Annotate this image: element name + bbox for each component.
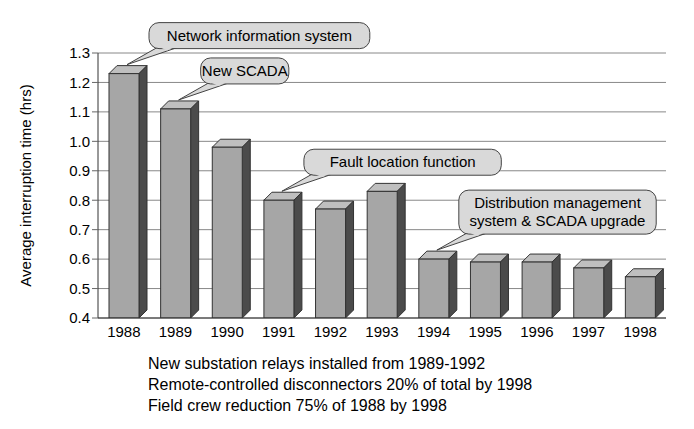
svg-text:1.2: 1.2 [69,74,90,91]
html-text:Field crew reduction 75% of 19: Field crew reduction 75% of 1988 by 1998 [148,397,447,414]
svg-text:0.9: 0.9 [69,162,90,179]
svg-text:1993: 1993 [365,323,398,340]
svg-text:Fault location function: Fault location function [330,153,476,170]
svg-text:1994: 1994 [417,323,450,340]
svg-text:system & SCADA upgrade: system & SCADA upgrade [470,212,646,229]
svg-text:New SCADA: New SCADA [202,62,288,79]
html-text:Remote-controlled disconnector: Remote-controlled disconnectors 20% of t… [148,376,533,393]
svg-text:1997: 1997 [572,323,605,340]
svg-text:Average interruption time (hrs: Average interruption time (hrs) [17,84,34,286]
svg-text:0.8: 0.8 [69,192,90,209]
svg-text:1996: 1996 [520,323,553,340]
svg-text:1.3: 1.3 [69,44,90,61]
svg-text:1.0: 1.0 [69,133,90,150]
svg-text:1.1: 1.1 [69,103,90,120]
svg-text:0.6: 0.6 [69,250,90,267]
svg-text:1990: 1990 [210,323,243,340]
html-text:New substation relays installe: New substation relays installed from 198… [148,355,486,372]
svg-text:Network information system: Network information system [167,27,352,44]
svg-text:1992: 1992 [314,323,347,340]
svg-text:1991: 1991 [262,323,295,340]
svg-text:1989: 1989 [159,323,192,340]
svg-text:Distribution management: Distribution management [474,194,642,211]
svg-text:1998: 1998 [623,323,656,340]
svg-text:1995: 1995 [469,323,502,340]
svg-text:0.4: 0.4 [69,309,90,326]
svg-text:0.7: 0.7 [69,221,90,238]
svg-text:0.5: 0.5 [69,280,90,297]
svg-text:1988: 1988 [107,323,140,340]
